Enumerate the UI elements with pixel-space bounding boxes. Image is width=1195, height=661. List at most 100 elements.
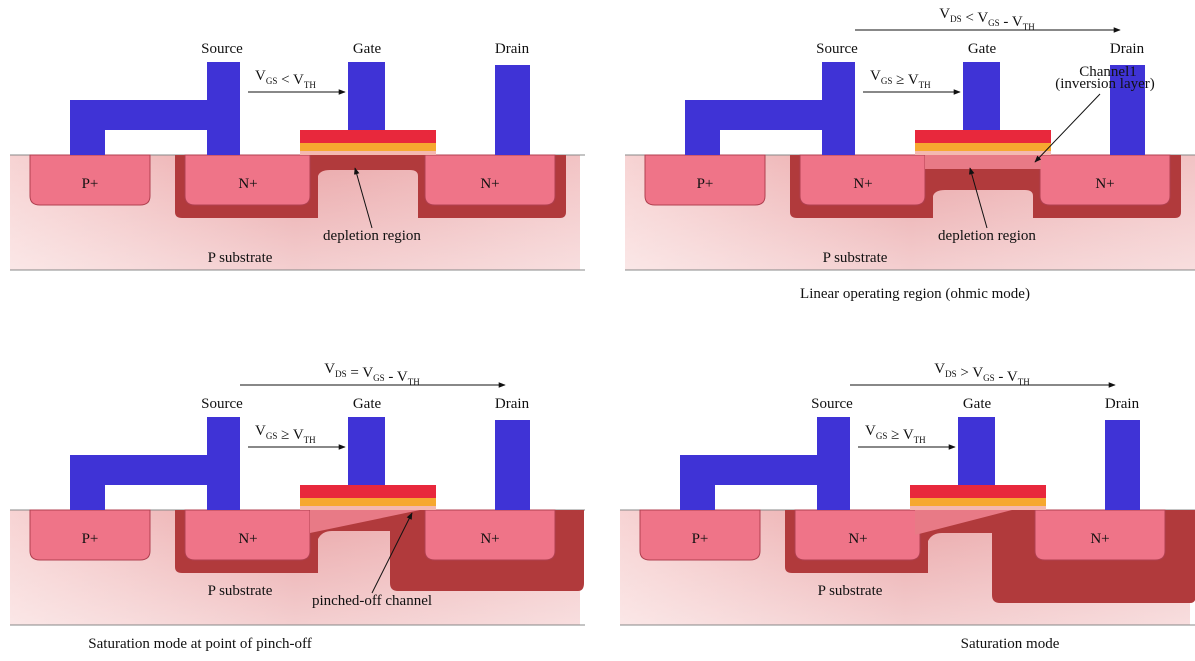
subscript: TH xyxy=(914,435,926,445)
region-label: depletion region xyxy=(938,228,1036,244)
gate-oxide xyxy=(910,498,1046,506)
gate-base xyxy=(300,151,436,155)
source-label: Source xyxy=(811,396,853,412)
n-drain-label: N+ xyxy=(480,531,499,547)
p-plus-label: P+ xyxy=(697,176,714,192)
formula-text: V xyxy=(934,361,945,377)
subscript: TH xyxy=(1023,22,1035,32)
formula-text: V xyxy=(939,6,950,22)
n-drain-label: N+ xyxy=(480,176,499,192)
gate-metal xyxy=(300,485,436,498)
caption: Saturation mode at point of pinch-off xyxy=(88,636,311,652)
n-source-label: N+ xyxy=(853,176,872,192)
gate-label: Gate xyxy=(353,41,382,57)
drain-label: Drain xyxy=(495,396,530,412)
subscript: GS xyxy=(266,76,278,86)
gate-base xyxy=(300,506,436,510)
caption: Linear operating region (ohmic mode) xyxy=(800,286,1030,302)
gate-label: Gate xyxy=(963,396,992,412)
formula-text: ≥ V xyxy=(892,72,918,88)
n-well xyxy=(799,154,926,206)
channel-arrow xyxy=(1034,93,1101,163)
drain-electrode xyxy=(1110,65,1145,155)
formula: VGS < VTH xyxy=(255,68,316,90)
formula-text: V xyxy=(324,361,335,377)
formula: VDS > VGS - VTH xyxy=(934,361,1030,387)
subscript: GS xyxy=(266,431,278,441)
gate-oxide xyxy=(915,143,1051,151)
subscript: DS xyxy=(945,369,957,379)
subscript: GS xyxy=(988,18,1000,28)
formula-text: V xyxy=(255,423,266,439)
formula-text: = V xyxy=(347,365,374,381)
substrate-label: P substrate xyxy=(208,250,273,266)
formula: VDS = VGS - VTH xyxy=(324,361,420,387)
caption: Saturation mode xyxy=(961,636,1060,652)
gate-metal xyxy=(300,130,436,143)
n-drain-label: N+ xyxy=(1095,176,1114,192)
n-well xyxy=(424,154,556,206)
n-well xyxy=(1034,509,1166,561)
panel: Source Gate Drain P+ N+ N+ P substrate VGS < VT… xyxy=(10,41,585,271)
gate-oxide xyxy=(300,143,436,151)
drain-label: Drain xyxy=(1105,396,1140,412)
gate-label: Gate xyxy=(353,396,382,412)
p-plus-label: P+ xyxy=(82,531,99,547)
n-well xyxy=(1039,154,1171,206)
formula-text: V xyxy=(865,423,876,439)
n-source-label: N+ xyxy=(848,531,867,547)
source-label: Source xyxy=(201,396,243,412)
gate-oxide xyxy=(300,498,436,506)
subscript: TH xyxy=(919,80,931,90)
region-arrow xyxy=(371,512,413,594)
formula-text: > V xyxy=(957,365,984,381)
subscript: TH xyxy=(304,435,316,445)
source-electrode xyxy=(680,417,850,510)
gate-base xyxy=(915,151,1051,155)
source-label: Source xyxy=(816,41,858,57)
n-well xyxy=(794,509,921,561)
drain-electrode xyxy=(1105,420,1140,510)
formula-text: V xyxy=(255,68,266,84)
region-arrow xyxy=(354,167,373,229)
n-well xyxy=(424,509,556,561)
subscript: DS xyxy=(950,14,962,24)
formula-text: ≥ V xyxy=(277,427,303,443)
p-well xyxy=(29,509,151,561)
subscript: GS xyxy=(876,431,888,441)
n-source-label: N+ xyxy=(238,176,257,192)
substrate-label: P substrate xyxy=(818,583,883,599)
formula-text: < V xyxy=(277,72,304,88)
substrate-label: P substrate xyxy=(823,250,888,266)
subscript: TH xyxy=(1018,377,1030,387)
n-drain-label: N+ xyxy=(1090,531,1109,547)
drain-label: Drain xyxy=(495,41,530,57)
formula: VGS ≥ VTH xyxy=(870,68,931,90)
formula-text: - V xyxy=(995,369,1018,385)
drain-label: Drain xyxy=(1110,41,1145,57)
gate-electrode xyxy=(963,62,1000,132)
substrate-label: P substrate xyxy=(208,583,273,599)
source-electrode xyxy=(70,62,240,155)
channel-label: Channel1 xyxy=(1079,64,1137,80)
subscript: DS xyxy=(335,369,347,379)
gate-electrode xyxy=(348,62,385,132)
gate-electrode xyxy=(348,417,385,487)
source-electrode xyxy=(685,62,855,155)
subscript: GS xyxy=(881,76,893,86)
drain-electrode xyxy=(495,420,530,510)
p-well xyxy=(644,154,766,206)
n-well xyxy=(184,154,311,206)
n-well xyxy=(184,509,311,561)
subscript: TH xyxy=(408,377,420,387)
formula-text: ≥ V xyxy=(887,427,913,443)
formula-text: V xyxy=(870,68,881,84)
gate-metal xyxy=(915,130,1051,143)
subscript: TH xyxy=(304,80,316,90)
channel-note: (inversion layer) xyxy=(1055,76,1155,92)
channel xyxy=(925,155,1041,169)
